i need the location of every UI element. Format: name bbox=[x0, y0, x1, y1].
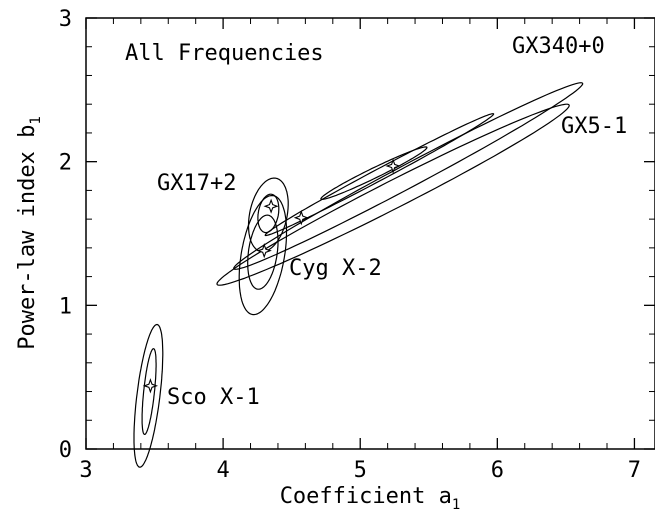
gx340-0-contour-inner bbox=[320, 146, 428, 200]
y-tick-label: 3 bbox=[59, 7, 72, 32]
all-frequencies-annotation: All Frequencies bbox=[125, 41, 324, 66]
gx5-1-contour-outer bbox=[216, 103, 570, 286]
x-tick-label: 6 bbox=[491, 458, 504, 483]
gx5-1-best-fit-marker bbox=[293, 210, 309, 226]
gx17-2-best-fit-marker bbox=[263, 198, 279, 214]
cyg-x-2-contour-outer bbox=[238, 194, 288, 316]
sco-x-1-best-fit-marker bbox=[142, 378, 159, 394]
source-labels: Sco X-1 GX17+2 Cyg X-2 GX5-1 GX340+0 bbox=[157, 34, 627, 410]
gx5-1-label: GX5-1 bbox=[561, 114, 627, 139]
y-axis-title: Power-law index b1 bbox=[15, 116, 44, 350]
gx5-1-contour-inner bbox=[264, 113, 495, 237]
cyg-x-2-contour-inner bbox=[247, 214, 279, 290]
gx340-0-best-fit-marker bbox=[385, 158, 401, 174]
y-axis-title-text: Power-law index b bbox=[15, 125, 40, 350]
sco-x-1-label: Sco X-1 bbox=[167, 385, 260, 410]
axis-ticks: 3 4 5 6 7 0 1 2 3 bbox=[59, 7, 655, 483]
gx340-0-label: GX340+0 bbox=[512, 34, 605, 59]
cyg-x-2-best-fit-marker bbox=[256, 243, 272, 259]
x-tick-label: 4 bbox=[216, 458, 229, 483]
x-axis-title: Coefficient a1 bbox=[280, 484, 461, 513]
sco-x-1-contour-outer bbox=[133, 323, 164, 468]
best-fit-markers bbox=[142, 158, 401, 394]
gx17-2-label: GX17+2 bbox=[157, 171, 236, 196]
y-tick-label: 2 bbox=[59, 151, 72, 176]
gx340-0-contour-outer bbox=[233, 82, 584, 270]
x-axis-title-text: Coefficient a bbox=[280, 484, 452, 509]
contour-layer bbox=[133, 82, 584, 468]
x-axis-title-subscript: 1 bbox=[452, 497, 460, 513]
y-tick-label: 1 bbox=[59, 294, 72, 319]
x-tick-label: 5 bbox=[354, 458, 367, 483]
y-tick-label: 0 bbox=[59, 438, 72, 463]
x-tick-label: 3 bbox=[79, 458, 92, 483]
sco-x-1-contour-inner bbox=[141, 348, 157, 435]
y-axis-title-subscript: 1 bbox=[28, 116, 44, 124]
x-tick-label: 7 bbox=[628, 458, 641, 483]
cyg-x-2-label: Cyg X-2 bbox=[289, 256, 382, 281]
plot-frame bbox=[85, 17, 655, 450]
